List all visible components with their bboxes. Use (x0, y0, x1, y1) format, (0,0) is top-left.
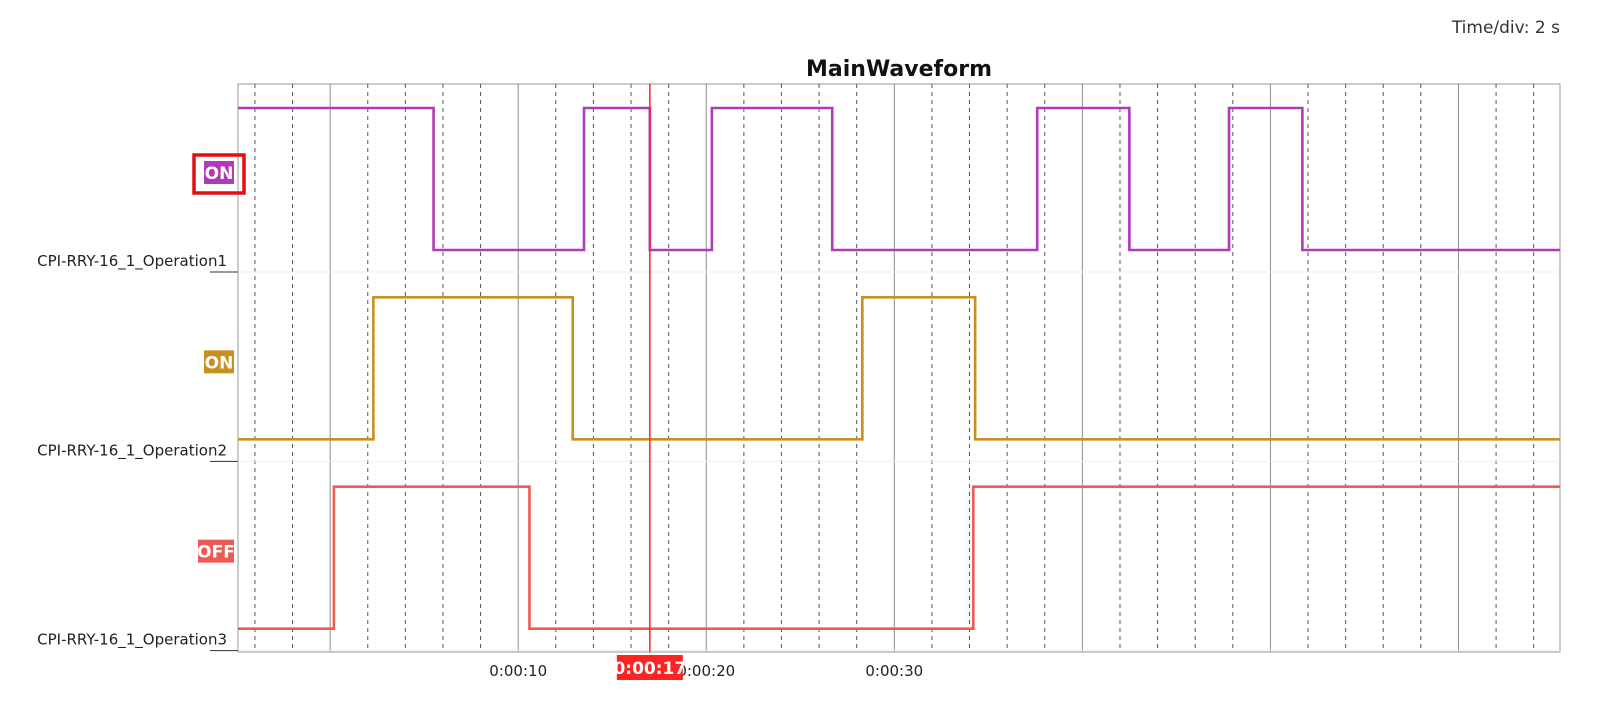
state-badge-label: ON (205, 164, 234, 184)
channel-label: CPI-RRY-16_1_Operation1 (37, 252, 227, 271)
state-badge-highlight (192, 153, 246, 195)
waveform-line-2 (238, 296, 1560, 441)
cursor-time-badge (616, 655, 683, 680)
chart-title: MainWaveform (806, 57, 992, 82)
x-tick-label: 0:00:10 (489, 662, 547, 680)
state-badge (204, 161, 234, 184)
waveform-line-3 (238, 485, 1560, 630)
channel-label: CPI-RRY-16_1_Operation2 (37, 441, 227, 460)
state-badge (204, 350, 234, 374)
time-per-division: Time/div: 2 s (1451, 18, 1560, 38)
x-tick-label: 0:00:30 (865, 662, 923, 680)
plot-area (237, 83, 1561, 653)
x-tick-label: 0:00:20 (677, 662, 735, 680)
cursor-time-label: 0:00:17 (613, 659, 686, 679)
waveform-line-1 (238, 106, 1560, 252)
state-badge (198, 539, 234, 563)
state-badge-label: OFF (197, 543, 235, 563)
state-badge-label: ON (205, 353, 234, 373)
channel-label: CPI-RRY-16_1_Operation3 (37, 631, 227, 650)
